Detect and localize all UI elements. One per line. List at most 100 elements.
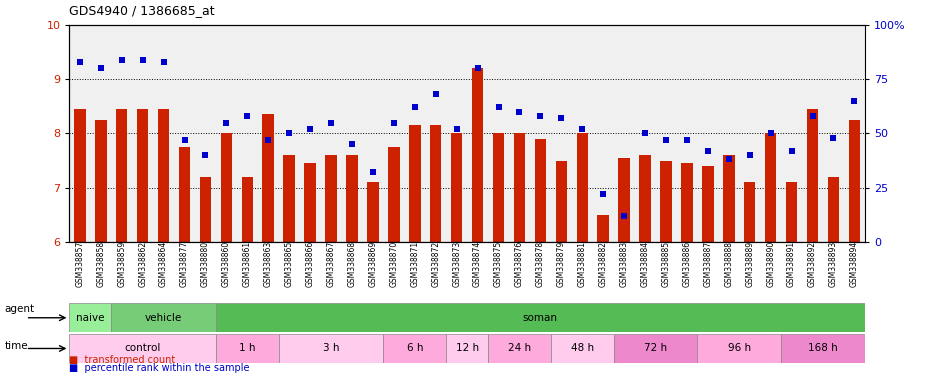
Point (240, 113, 254, 119)
Point (763, 131, 778, 137)
Bar (216, 303, 865, 332)
Bar (513, 134, 525, 242)
Bar (116, 109, 128, 242)
Bar (450, 134, 462, 242)
Text: 96 h: 96 h (728, 343, 751, 354)
Point (177, 137, 191, 143)
Bar (241, 177, 253, 242)
Point (659, 137, 673, 143)
Point (345, 141, 360, 147)
Point (282, 131, 297, 137)
Bar (681, 163, 693, 242)
Bar (702, 166, 713, 242)
Text: ■  percentile rank within the sample: ■ percentile rank within the sample (69, 363, 250, 373)
Point (491, 104, 506, 111)
Bar (598, 215, 609, 242)
Text: ■  transformed count: ■ transformed count (69, 355, 176, 365)
Bar (786, 182, 797, 242)
Bar (639, 155, 651, 242)
Point (450, 126, 464, 132)
Bar (848, 120, 860, 242)
Bar (158, 109, 169, 242)
Point (617, 213, 632, 219)
Text: soman: soman (523, 313, 558, 323)
Point (135, 56, 150, 63)
Text: 3 h: 3 h (323, 343, 339, 354)
Bar (697, 334, 781, 363)
Bar (111, 303, 216, 332)
Point (115, 56, 130, 63)
Text: 1 h: 1 h (239, 343, 255, 354)
Bar (95, 120, 106, 242)
Text: vehicle: vehicle (145, 313, 182, 323)
Point (428, 91, 443, 98)
Point (700, 148, 715, 154)
Bar (221, 134, 232, 242)
Text: 24 h: 24 h (508, 343, 531, 354)
Bar (367, 182, 378, 242)
Point (826, 135, 841, 141)
Point (805, 113, 820, 119)
Bar (69, 303, 111, 332)
Bar (828, 177, 839, 242)
Point (93, 65, 108, 71)
Bar (326, 155, 337, 242)
Bar (613, 334, 697, 363)
Bar (807, 109, 819, 242)
Bar (488, 334, 551, 363)
Point (470, 65, 485, 71)
Point (72, 59, 87, 65)
Bar (660, 161, 672, 242)
Bar (576, 134, 588, 242)
Bar (493, 134, 504, 242)
Point (198, 152, 213, 158)
Bar (619, 158, 630, 242)
Bar (744, 182, 756, 242)
Point (574, 126, 589, 132)
Bar (765, 134, 776, 242)
Point (680, 137, 695, 143)
Bar (388, 147, 400, 242)
Point (407, 104, 422, 111)
Bar (472, 68, 484, 242)
Point (743, 152, 758, 158)
Point (784, 148, 799, 154)
Bar (556, 161, 567, 242)
Bar (74, 109, 86, 242)
Bar (200, 177, 211, 242)
Bar (346, 155, 358, 242)
Point (722, 156, 736, 162)
Bar (430, 125, 441, 242)
Bar (551, 334, 613, 363)
Text: 6 h: 6 h (407, 343, 423, 354)
Point (387, 119, 401, 126)
Point (219, 119, 234, 126)
Text: naive: naive (76, 313, 105, 323)
Bar (263, 114, 274, 242)
Text: 48 h: 48 h (571, 343, 594, 354)
Bar (69, 334, 216, 363)
Bar (409, 125, 421, 242)
Point (596, 191, 611, 197)
Point (847, 98, 862, 104)
Point (554, 115, 569, 121)
Bar (137, 109, 148, 242)
Point (365, 169, 380, 175)
Bar (179, 147, 191, 242)
Text: 12 h: 12 h (455, 343, 479, 354)
Text: agent: agent (5, 304, 35, 314)
Text: control: control (125, 343, 161, 354)
Point (324, 119, 339, 126)
Point (261, 137, 276, 143)
Point (533, 113, 548, 119)
Bar (283, 155, 295, 242)
Bar (781, 334, 865, 363)
Point (302, 126, 317, 132)
Text: 168 h: 168 h (808, 343, 838, 354)
Bar (278, 334, 383, 363)
Text: 72 h: 72 h (644, 343, 667, 354)
Point (637, 131, 652, 137)
Bar (446, 334, 488, 363)
Bar (304, 163, 315, 242)
Bar (216, 334, 278, 363)
